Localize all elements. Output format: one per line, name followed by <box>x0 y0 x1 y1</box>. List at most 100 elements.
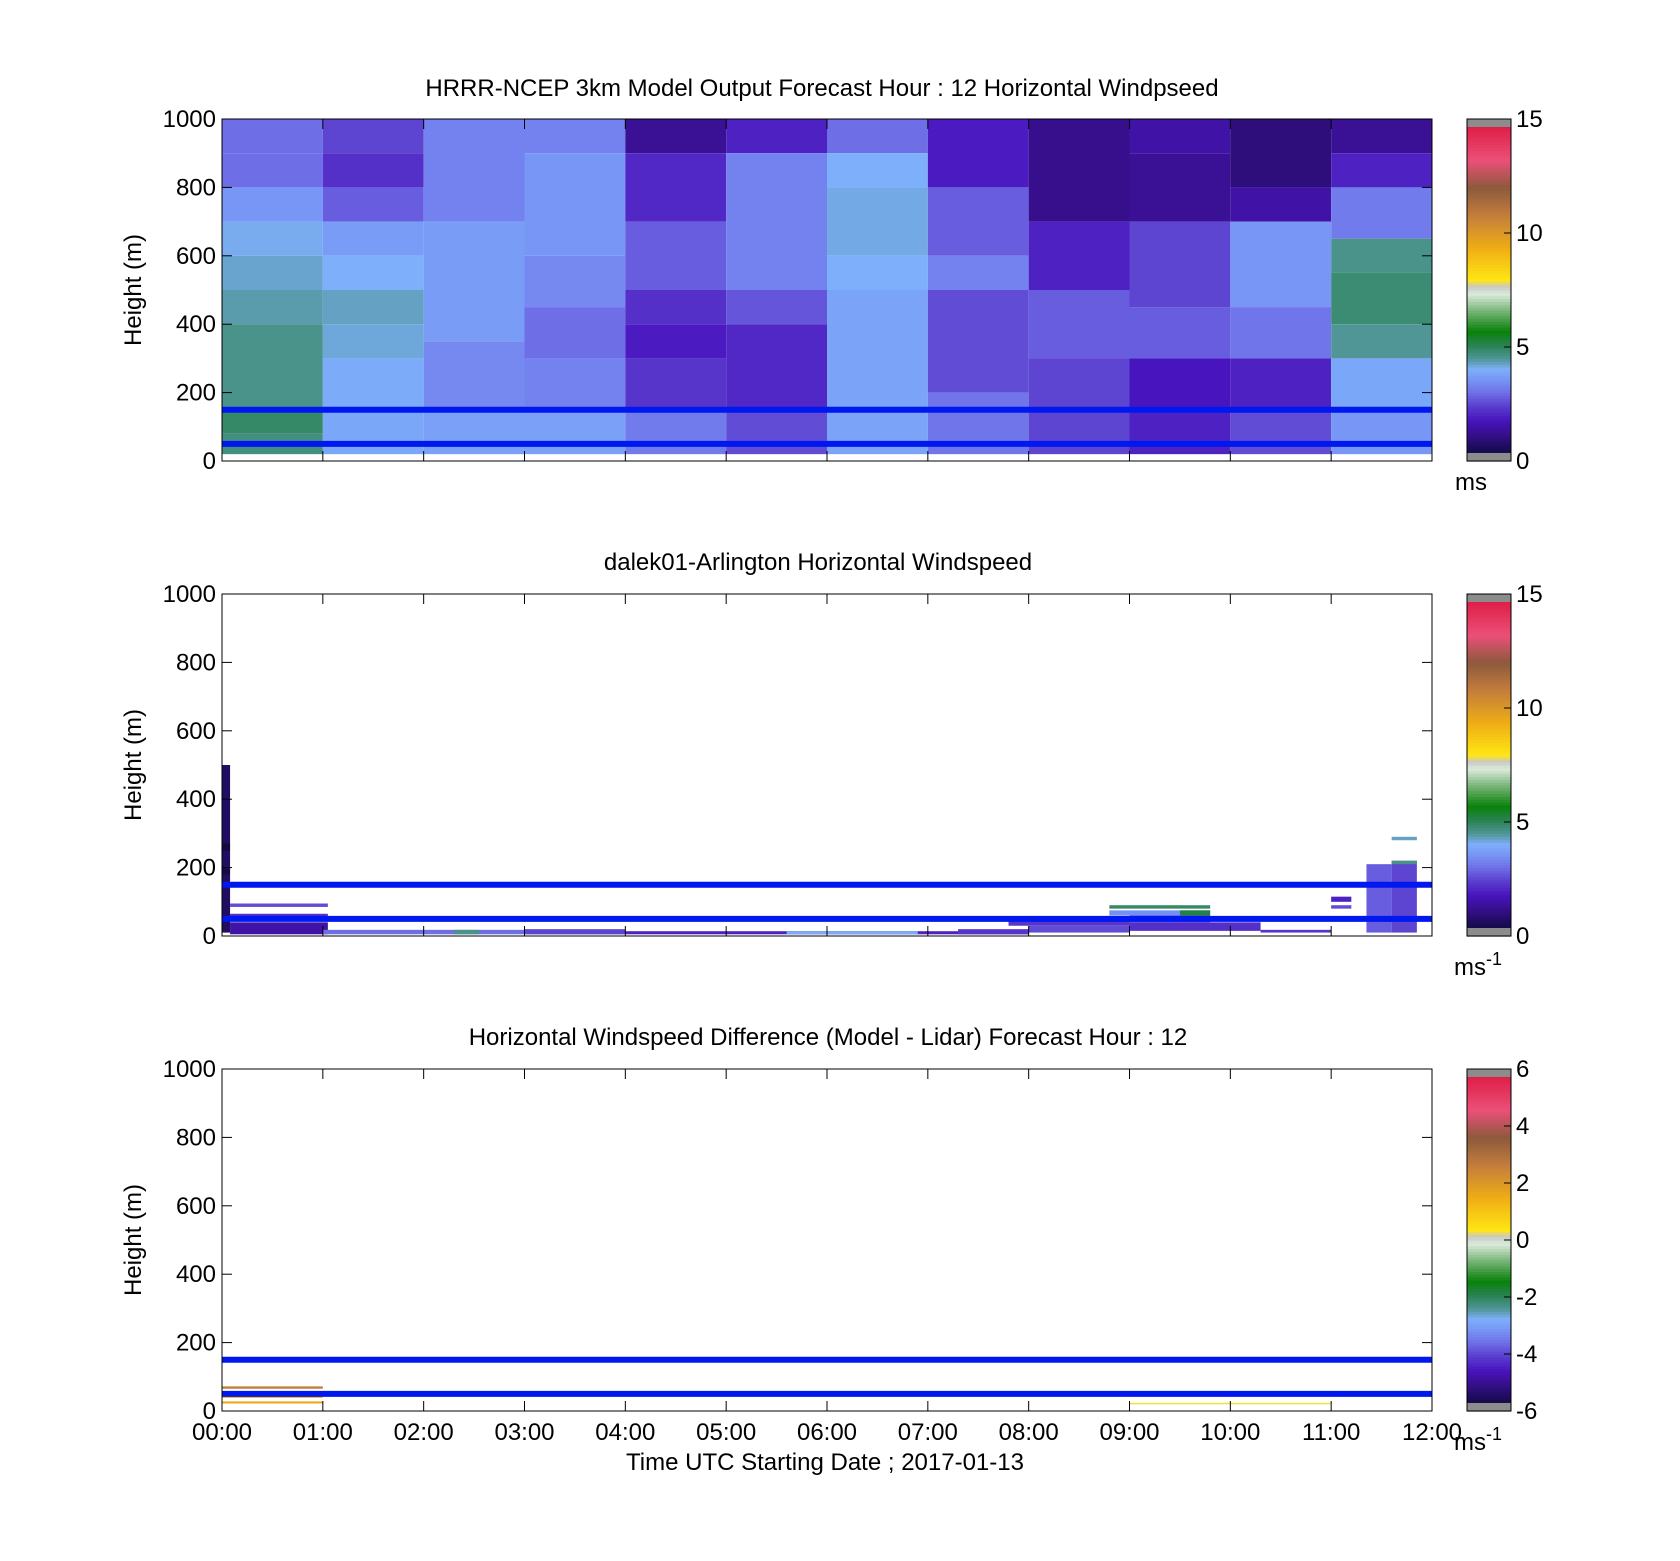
colorbar-band <box>1467 364 1511 368</box>
colorbar-band <box>1467 1274 1511 1278</box>
data-cell <box>1129 409 1231 455</box>
colorbar-band <box>1467 187 1511 191</box>
colorbar-band <box>1467 1382 1511 1386</box>
colorbar-band <box>1467 338 1511 342</box>
colorbar-band <box>1467 736 1511 740</box>
colorbar-band <box>1467 369 1511 374</box>
colorbar-band <box>1467 739 1511 743</box>
colorbar-band <box>1467 907 1511 911</box>
colorbar-band <box>1467 670 1511 675</box>
colorbar-band <box>1467 221 1511 226</box>
data-cell <box>1331 153 1432 188</box>
colorbar-band <box>1467 1328 1511 1332</box>
colorbar-band <box>1467 1228 1511 1233</box>
colorbar-band <box>1467 432 1511 436</box>
colorbar-band <box>1467 1262 1511 1267</box>
colorbar-band <box>1467 1163 1511 1167</box>
data-cell <box>1230 221 1332 308</box>
colorbar-band <box>1467 884 1511 889</box>
data-cell <box>1129 307 1231 359</box>
data-cell <box>524 929 626 935</box>
colorbar-band <box>1467 395 1511 399</box>
data-cell <box>453 929 480 935</box>
colorbar-band <box>1467 796 1511 800</box>
colorbar-band <box>1467 807 1511 812</box>
colorbar-band <box>1467 859 1511 863</box>
colorbar-band <box>1467 861 1511 866</box>
x-tick-label: 07:00 <box>898 1419 958 1446</box>
colorbar-band <box>1467 1140 1511 1144</box>
colorbar-band <box>1467 773 1511 777</box>
data-cell <box>524 119 626 154</box>
colorbar-band <box>1467 298 1511 302</box>
colorbar-band <box>1467 341 1511 345</box>
colorbar-band <box>1467 361 1511 365</box>
colorbar-band <box>1467 1154 1511 1158</box>
colorbar-band <box>1467 1265 1511 1270</box>
data-cell <box>423 341 525 410</box>
colorbar-band <box>1467 1197 1511 1201</box>
colorbar-band <box>1467 1285 1511 1290</box>
panel-2-title: dalek01-Arlington Horizontal Windspeed <box>604 549 1032 576</box>
colorbar-band <box>1467 898 1511 903</box>
colorbar-band <box>1467 327 1511 331</box>
colorbar-tick-label: 10 <box>1516 695 1543 722</box>
colorbar-band <box>1467 1177 1511 1181</box>
colorbar-band <box>1467 127 1511 131</box>
colorbar-band <box>1467 446 1511 451</box>
data-cell <box>222 119 323 154</box>
colorbar-band <box>1467 1114 1511 1119</box>
colorbar-band <box>1467 161 1511 166</box>
panel-model-windspeed: HRRR-NCEP 3km Model Output Forecast Hour… <box>120 75 1543 496</box>
colorbar-band <box>1467 1222 1511 1227</box>
colorbar-band <box>1467 398 1511 402</box>
colorbar-band <box>1467 747 1511 752</box>
x-tick-label: 12:00 <box>1402 1419 1462 1446</box>
data-cell <box>1366 864 1392 933</box>
data-cell <box>1230 307 1332 359</box>
colorbar-band <box>1467 292 1511 297</box>
data-cell <box>1179 910 1211 916</box>
data-cell <box>625 324 727 359</box>
x-tick-label: 03:00 <box>494 1419 554 1446</box>
colorbar-band <box>1467 1308 1511 1312</box>
colorbar-band <box>1467 1339 1511 1344</box>
x-tick-label: 05:00 <box>696 1419 756 1446</box>
colorbar-band <box>1467 404 1511 408</box>
data-cell <box>524 153 626 256</box>
colorbar-band <box>1467 918 1511 923</box>
colorbar-band <box>1467 421 1511 425</box>
x-tick-label: 01:00 <box>293 1419 353 1446</box>
colorbar-band <box>1467 904 1511 909</box>
colorbar-band <box>1467 679 1511 683</box>
colorbar-band <box>1467 870 1511 874</box>
colorbar-band <box>1467 224 1511 228</box>
colorbar-band <box>1467 782 1511 786</box>
colorbar-band <box>1467 765 1511 769</box>
colorbar-band <box>1467 1291 1511 1295</box>
colorbar-band <box>1467 847 1511 852</box>
colorbar-band <box>1467 887 1511 891</box>
colorbar-band <box>1467 312 1511 317</box>
y-tick-label: 200 <box>176 380 216 407</box>
colorbar-band <box>1467 375 1511 379</box>
colorbar-band <box>1467 1325 1511 1329</box>
plot-area <box>222 1069 1432 1411</box>
colorbar-band <box>1467 198 1511 203</box>
colorbar-band <box>1467 827 1511 832</box>
colorbar-band <box>1467 244 1511 248</box>
data-cell <box>625 119 727 154</box>
colorbar-band <box>1467 844 1511 849</box>
colorbar-band <box>1467 1234 1511 1238</box>
colorbar-band <box>1467 1220 1511 1224</box>
colorbar-band <box>1467 876 1511 880</box>
y-tick-label: 800 <box>176 649 216 676</box>
colorbar-band <box>1467 1211 1511 1215</box>
colorbar-band <box>1467 673 1511 678</box>
colorbar-band <box>1467 722 1511 726</box>
panel-lidar-windspeed: dalek01-Arlington Horizontal Windspeed H… <box>120 549 1543 981</box>
colorbar-band <box>1467 799 1511 803</box>
colorbar-band <box>1467 1365 1511 1369</box>
colorbar-band <box>1467 685 1511 689</box>
colorbar-overflow-cap <box>1467 119 1511 127</box>
